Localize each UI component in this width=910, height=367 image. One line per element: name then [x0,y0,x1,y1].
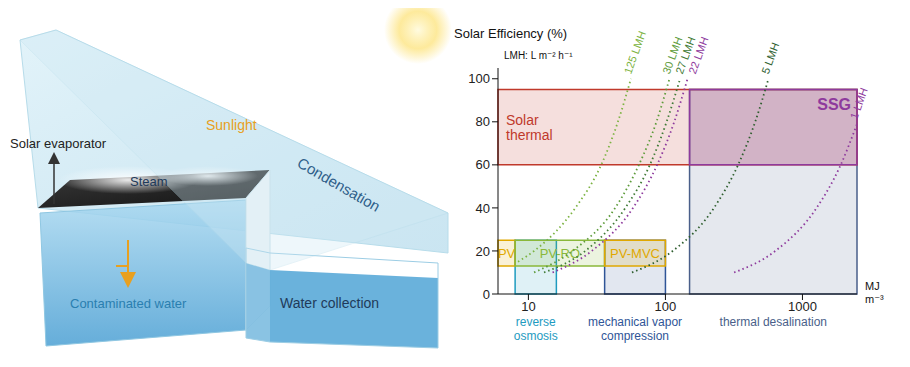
svg-text:80: 80 [476,114,490,129]
svg-text:5 LMH: 5 LMH [759,41,781,76]
svg-text:22 LMH: 22 LMH [686,35,710,75]
svg-text:Solar evaporator: Solar evaporator [10,136,107,151]
svg-text:125 LMH: 125 LMH [622,29,649,75]
svg-text:PV: PV [498,246,516,261]
svg-text:Sunlight: Sunlight [206,117,257,133]
svg-text:Condensation: Condensation [295,154,384,215]
svg-text:Steam: Steam [130,174,168,189]
svg-text:60: 60 [476,157,490,172]
svg-text:PV-MVC: PV-MVC [610,246,660,261]
svg-text:SSG: SSG [817,96,851,113]
svg-text:Water collection: Water collection [280,295,379,311]
html-text:m⁻³: m⁻³ [865,293,884,305]
svg-text:1 LMH: 1 LMH [848,86,870,121]
svg-text:100: 100 [655,299,677,314]
svg-text:40: 40 [476,201,490,216]
html-text:LMH: L m⁻² h⁻¹: LMH: L m⁻² h⁻¹ [504,50,573,61]
svg-text:Solarthermal: Solarthermal [506,112,553,143]
svg-text:thermal desalination: thermal desalination [720,315,827,329]
svg-text:Contaminated water: Contaminated water [70,296,187,311]
svg-text:27 LMH: 27 LMH [673,35,698,76]
svg-text:10: 10 [521,299,535,314]
html-text:MJ: MJ [865,280,880,292]
svg-text:reverseosmosis: reverseosmosis [514,315,558,343]
svg-text:20: 20 [476,244,490,259]
svg-text:mechanical vaporcompression: mechanical vaporcompression [588,315,682,343]
svg-text:PV-RO: PV-RO [540,246,580,261]
svg-text:1000: 1000 [788,299,817,314]
html-text:Solar Efficiency (%): Solar Efficiency (%) [454,26,568,41]
svg-text:100: 100 [468,71,490,86]
svg-text:30 LMH: 30 LMH [660,35,685,76]
svg-text:0: 0 [483,287,490,302]
